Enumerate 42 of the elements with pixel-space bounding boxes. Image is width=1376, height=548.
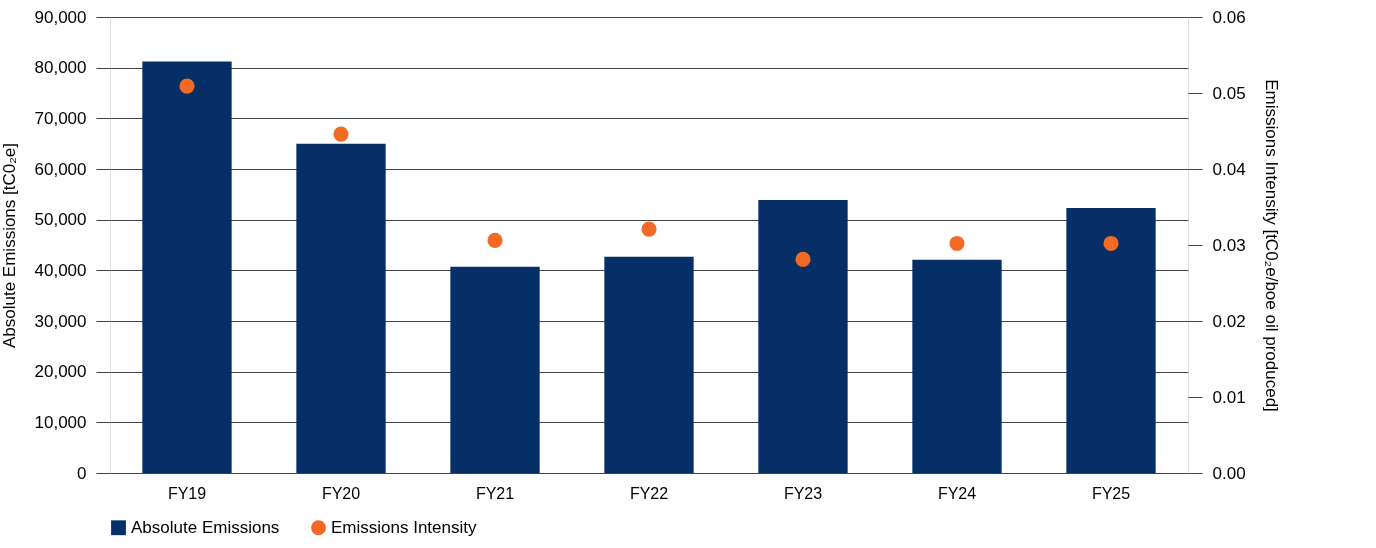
y-tick-label: 30,000: [34, 311, 87, 331]
x-tick-label: FY24: [937, 484, 977, 502]
bar: [450, 266, 540, 473]
y2-tick-label: 0.00: [1212, 463, 1246, 483]
y-axis-title: Absolute Emissions [tC0₂e]: [0, 142, 19, 349]
x-tick-label: FY23: [783, 484, 823, 502]
y-tick-label: 0: [77, 463, 87, 483]
y2-tick-label: 0.05: [1212, 83, 1246, 103]
y2-axis-title: Emissions Intensity [tC0₂e/boe oil produced]: [1261, 79, 1281, 412]
y2-tick-label: 0.06: [1212, 7, 1246, 27]
y-tick-label: 80,000: [34, 58, 87, 78]
x-tick-label: FY19: [167, 484, 207, 502]
y-tick-label: 50,000: [34, 210, 87, 230]
x-tick-label: FY25: [1091, 484, 1131, 502]
y-tick-label: 70,000: [34, 108, 87, 128]
bar: [142, 61, 232, 473]
x-tick-label: FY20: [321, 484, 361, 502]
y-tick-label: 90,000: [34, 7, 87, 27]
y2-tick-label: 0.04: [1212, 159, 1246, 179]
bar: [1066, 208, 1156, 473]
y2-tick-label: 0.01: [1212, 387, 1246, 407]
point: [333, 126, 349, 142]
point: [641, 221, 657, 237]
point: [1103, 235, 1119, 252]
y-tick-label: 10,000: [34, 412, 87, 432]
bar: [912, 259, 1002, 473]
bar: [604, 256, 694, 473]
point: [179, 78, 195, 94]
point: [487, 232, 503, 249]
legend-label: Absolute Emissions: [131, 517, 280, 537]
y2-tick-label: 0.02: [1212, 311, 1246, 331]
y2-tick-label: 0.03: [1212, 235, 1246, 255]
point: [795, 251, 811, 268]
y-tick-label: 20,000: [34, 362, 87, 382]
y-tick-label: 40,000: [34, 260, 87, 280]
point: [949, 235, 965, 252]
x-tick-label: FY21: [475, 484, 515, 502]
bar: [758, 199, 848, 473]
x-tick-label: FY22: [629, 484, 669, 502]
y-tick-label: 60,000: [34, 159, 87, 179]
bar: [296, 143, 386, 473]
legend-label: Emissions Intensity: [331, 517, 477, 537]
